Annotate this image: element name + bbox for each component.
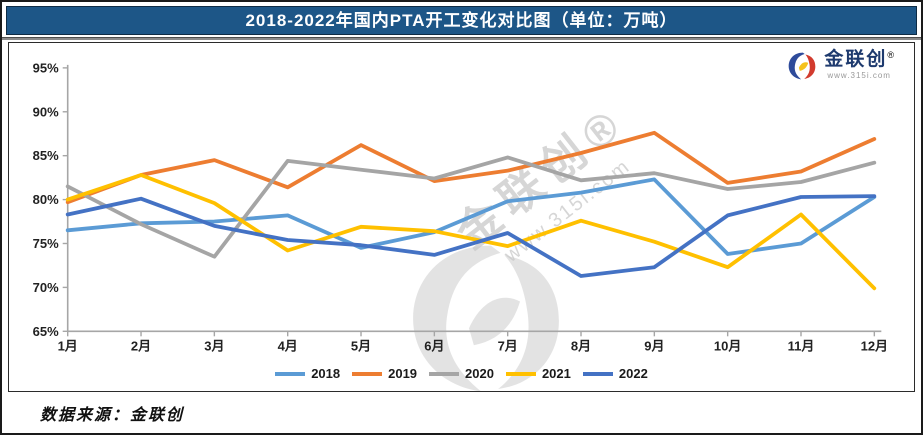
x-axis-tick-label: 7月	[498, 338, 518, 353]
x-axis-tick-label: 10月	[714, 338, 741, 353]
brand-logo: 金联创® www.315i.com	[786, 50, 894, 82]
brand-url: www.315i.com	[827, 71, 891, 80]
brand-name: 金联创	[824, 49, 888, 70]
legend-label-2020: 2020	[465, 366, 494, 381]
legend-swatch-2019	[352, 371, 383, 376]
x-axis-tick-label: 9月	[644, 338, 664, 353]
x-axis-tick-label: 4月	[278, 338, 298, 353]
legend-swatch-2020	[429, 371, 460, 376]
legend-label-2021: 2021	[541, 366, 571, 381]
x-axis-tick-label: 11月	[788, 338, 815, 353]
y-axis-tick-label: 65%	[33, 324, 59, 339]
x-axis-tick-label: 2月	[131, 338, 151, 353]
legend-label-2022: 2022	[618, 366, 648, 381]
x-axis-tick-label: 6月	[424, 338, 444, 353]
chart-plot-panel: 金联创® www.315i.com 95% 90% 85% 80% 75% 70% 65% 1…	[8, 42, 915, 392]
x-axis-tick-label: 8月	[571, 338, 591, 353]
line-chart: 95% 90% 85% 80% 75% 70% 65%1月 2月 3月 4月 5月 6月 7月 8月 9月 1…	[33, 60, 888, 353]
y-axis-tick-label: 95%	[33, 60, 59, 75]
legend-item-2019: 2019	[352, 366, 417, 381]
chart-legend: 2018 2019 2020 2021 2022	[9, 366, 914, 381]
brand-logo-icon	[789, 52, 816, 80]
legend-item-2018: 2018	[275, 366, 340, 381]
series-line-2019	[65, 130, 877, 205]
brand-registered-mark: ®	[887, 50, 894, 60]
series-line-2022	[65, 194, 877, 278]
chart-title-bar: 2018-2022年国内PTA开工变化对比图（单位：万吨）	[6, 6, 917, 35]
x-axis-tick-label: 5月	[351, 338, 371, 353]
data-source-note: 数据来源：金联创	[40, 407, 185, 424]
legend-item-2022: 2022	[582, 366, 648, 381]
legend-swatch-2022	[582, 371, 613, 376]
x-axis-tick-label: 1月	[58, 338, 78, 353]
y-axis-tick-label: 70%	[33, 280, 59, 295]
legend-swatch-2021	[505, 371, 536, 376]
legend-item-2020: 2020	[429, 366, 494, 381]
series-line-2020	[65, 155, 877, 259]
x-axis-tick-label: 3月	[204, 338, 224, 353]
y-axis-tick-label: 80%	[33, 192, 59, 207]
chart-title: 2018-2022年国内PTA开工变化对比图（单位：万吨）	[245, 11, 678, 30]
legend-item-2021: 2021	[505, 366, 571, 381]
legend-label-2019: 2019	[388, 366, 418, 381]
y-axis-tick-label: 85%	[33, 148, 59, 163]
legend-label-2018: 2018	[311, 366, 341, 381]
x-axis-tick-label: 12月	[861, 338, 888, 353]
series-line-2021	[65, 173, 877, 291]
title-divider	[2, 37, 921, 40]
y-axis-tick-label: 90%	[33, 104, 59, 119]
y-axis-tick-label: 75%	[33, 236, 59, 251]
legend-swatch-2018	[275, 371, 306, 376]
